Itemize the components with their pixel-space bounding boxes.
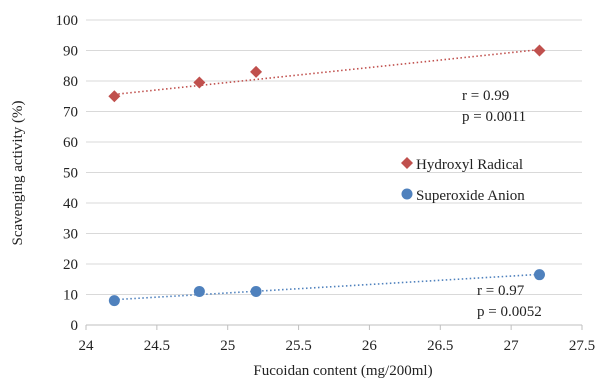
y-tick-label: 90	[63, 44, 78, 60]
data-point	[108, 90, 121, 103]
legend: Hydroxyl Radical Superoxide Anion	[401, 157, 525, 204]
legend-marker	[401, 188, 413, 200]
data-point	[533, 269, 545, 281]
y-tick-label: 20	[63, 257, 78, 273]
stat-annotation: r = 0.97	[477, 283, 525, 299]
y-tick-label: 10	[63, 288, 78, 304]
data-point	[193, 76, 206, 89]
y-axis-title: Scavenging activity (%)	[10, 101, 26, 246]
data-point	[250, 285, 262, 297]
x-tick-label: 25	[220, 338, 235, 354]
x-tick-label: 27.5	[569, 338, 595, 354]
x-tick-label: 26	[362, 338, 378, 354]
data-point	[108, 295, 120, 307]
annotations: r = 0.99 p = 0.0011 r = 0.97 p = 0.0052	[462, 88, 542, 320]
legend-marker	[401, 157, 413, 169]
tick-labels: 0 10 20 30 40 50 60 70 80 90 100 24 24.5 25 25.5 26 26.5…	[56, 13, 596, 354]
y-tick-label: 0	[71, 318, 79, 334]
stat-annotation: r = 0.99	[462, 88, 509, 104]
x-tick-label: 24.5	[144, 338, 170, 354]
stat-annotation: p = 0.0052	[477, 304, 542, 320]
stat-annotation: p = 0.0011	[462, 109, 526, 125]
data-point	[193, 285, 205, 297]
x-tick-label: 27	[504, 338, 520, 354]
trendline	[114, 48, 540, 96]
legend-label: Superoxide Anion	[416, 188, 525, 204]
trendlines	[114, 48, 540, 301]
trendline	[114, 273, 540, 301]
grid-lines	[86, 19, 582, 295]
axes	[85, 324, 583, 330]
y-tick-label: 40	[63, 196, 78, 212]
y-tick-label: 60	[63, 135, 78, 151]
x-axis-title: Fucoidan content (mg/200ml)	[253, 363, 432, 378]
x-tick-label: 24	[79, 338, 95, 354]
y-tick-label: 50	[63, 166, 78, 182]
y-tick-label: 80	[63, 74, 78, 90]
legend-label: Hydroxyl Radical	[416, 157, 523, 173]
y-tick-label: 70	[63, 105, 78, 121]
data-point	[250, 65, 263, 78]
y-tick-label: 30	[63, 227, 78, 243]
x-tick-label: 25.5	[285, 338, 311, 354]
y-tick-label: 100	[56, 13, 79, 29]
data-points	[108, 44, 546, 307]
x-tick-label: 26.5	[427, 338, 453, 354]
data-point	[533, 44, 546, 57]
